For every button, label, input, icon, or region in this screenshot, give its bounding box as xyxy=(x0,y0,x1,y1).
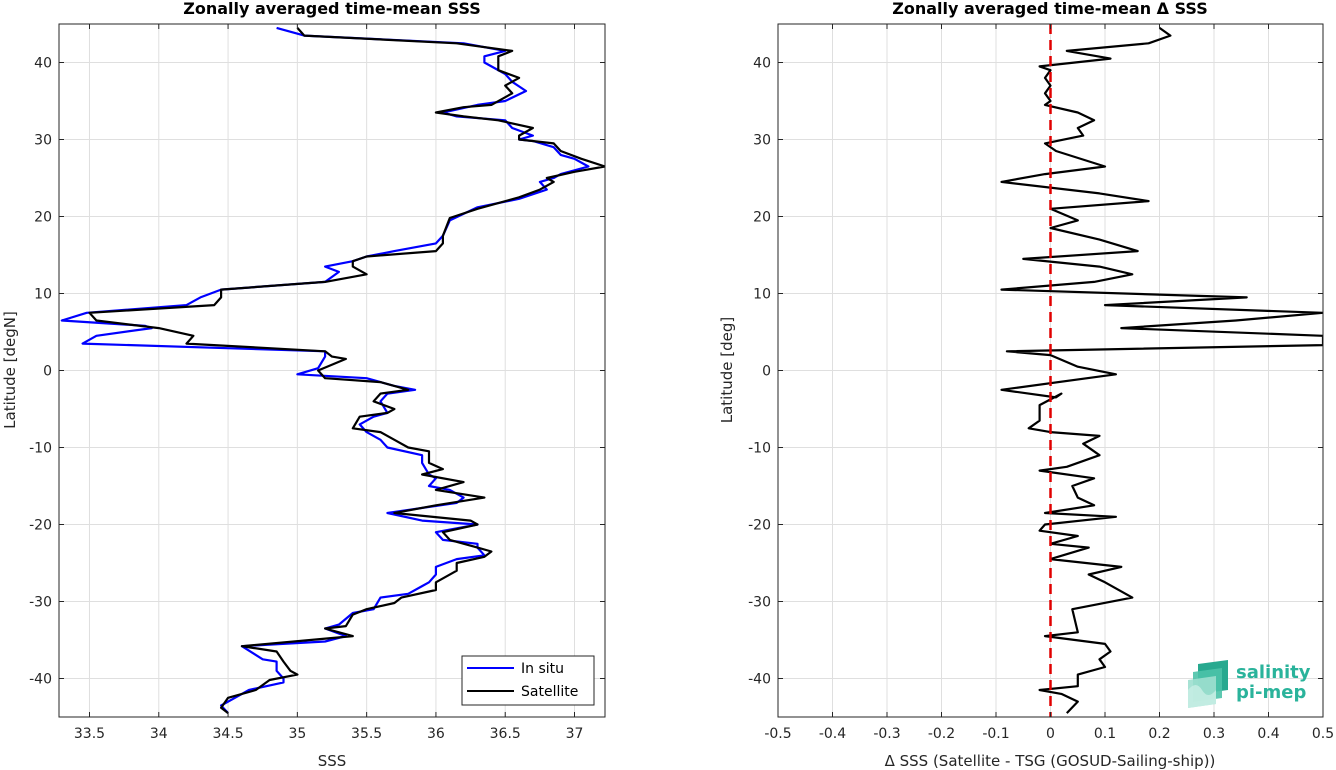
legend-box xyxy=(461,655,595,706)
stacked-waves-icon xyxy=(1188,660,1228,708)
left-x-axis-label: SSS xyxy=(318,752,347,770)
y-tick-label: -30 xyxy=(29,595,52,611)
right-y-axis-label: Latitude [deg] xyxy=(718,317,736,423)
left-y-axis-label: Latitude [degN] xyxy=(1,311,19,429)
x-tick-label: 0.2 xyxy=(1148,726,1170,742)
y-tick-label: 40 xyxy=(34,56,52,72)
y-tick-label: 0 xyxy=(43,364,52,380)
right-chart-title: Zonally averaged time-mean Δ SSS xyxy=(892,0,1208,18)
satellite-series-line xyxy=(88,27,605,714)
logo-line2: pi-mep xyxy=(1236,682,1306,703)
legend-in-situ-label: In situ xyxy=(521,661,564,677)
left-panel: 33.5 34 34.5 35 35.5 36 36.5 37 -40 -30 -20 -10 0 10 2… xyxy=(1,0,606,770)
left-chart-title: Zonally averaged time-mean SSS xyxy=(183,0,481,18)
y-tick-label: -20 xyxy=(748,518,771,534)
y-tick-label: -10 xyxy=(748,441,771,457)
x-tick-label: 0.5 xyxy=(1312,726,1334,742)
y-tick-label: -10 xyxy=(29,441,52,457)
y-tick-label: 20 xyxy=(34,210,52,226)
x-tick-label: -0.4 xyxy=(819,726,846,742)
y-tick-label: -20 xyxy=(29,518,52,534)
y-tick-label: 10 xyxy=(753,287,771,303)
x-tick-label: 36 xyxy=(427,726,445,742)
x-tick-label: 0.3 xyxy=(1203,726,1225,742)
y-tick-label: 10 xyxy=(34,287,52,303)
y-tick-label: -40 xyxy=(748,672,771,688)
y-tick-label: 30 xyxy=(34,133,52,149)
y-tick-label: 40 xyxy=(753,56,771,72)
x-tick-label: 0.1 xyxy=(1094,726,1116,742)
legend-satellite-label: Satellite xyxy=(521,684,578,700)
x-tick-label: 36.5 xyxy=(490,726,521,742)
right-panel: -0.5 -0.4 -0.3 -0.2 -0.1 0 0.1 0.2 0.3 0.4 0.5 -40 -… xyxy=(718,0,1334,770)
x-tick-label: 35.5 xyxy=(351,726,382,742)
x-tick-label: 34 xyxy=(150,726,168,742)
legend: In situ Satellite xyxy=(461,655,595,706)
y-tick-label: -30 xyxy=(748,595,771,611)
x-tick-label: 0 xyxy=(1046,726,1055,742)
delta-sss-series-line xyxy=(1000,27,1323,714)
y-tick-label: -40 xyxy=(29,672,52,688)
x-tick-label: 0.4 xyxy=(1257,726,1279,742)
salinity-pi-mep-logo: salinity pi-mep xyxy=(1188,660,1311,708)
x-tick-label: -0.1 xyxy=(982,726,1009,742)
x-tick-label: 33.5 xyxy=(74,726,105,742)
y-tick-label: 30 xyxy=(753,133,771,149)
x-tick-label: 35 xyxy=(288,726,306,742)
x-tick-label: 34.5 xyxy=(212,726,243,742)
logo-line1: salinity xyxy=(1236,662,1311,683)
right-x-axis-label: Δ SSS (Satellite - TSG (GOSUD-Sailing-sh… xyxy=(885,752,1216,770)
y-tick-label: 20 xyxy=(753,210,771,226)
x-tick-label: 37 xyxy=(566,726,584,742)
x-tick-label: -0.5 xyxy=(764,726,791,742)
y-tick-label: 0 xyxy=(762,364,771,380)
x-tick-label: -0.3 xyxy=(873,726,900,742)
x-tick-label: -0.2 xyxy=(928,726,955,742)
